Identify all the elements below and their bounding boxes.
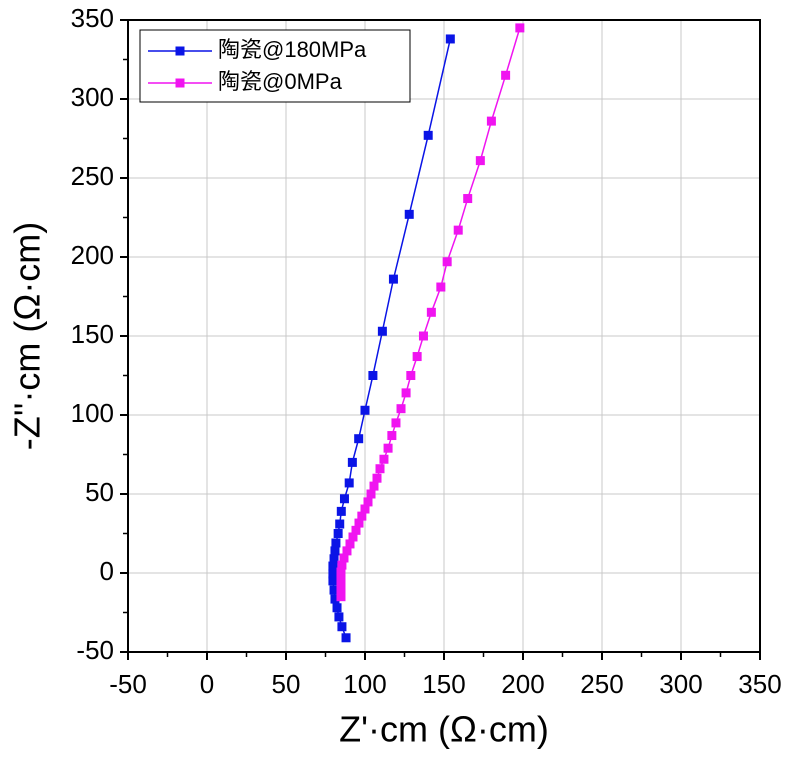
marker [442, 257, 452, 267]
marker [328, 576, 338, 586]
y-tick-label: 0 [100, 556, 114, 586]
marker [475, 156, 485, 166]
marker [336, 592, 346, 602]
marker [330, 594, 340, 604]
x-tick-label: -50 [109, 669, 147, 699]
marker [354, 434, 364, 444]
y-tick-label: 350 [71, 3, 114, 33]
marker [388, 274, 398, 284]
marker [406, 371, 416, 380]
marker [351, 525, 361, 535]
y-tick-label: 100 [71, 398, 114, 428]
legend-label: 陶瓷@180MPa [218, 37, 367, 62]
legend-marker [175, 78, 185, 88]
x-tick-label: 50 [272, 669, 301, 699]
marker [383, 443, 393, 453]
legend-label: 陶瓷@0MPa [218, 69, 343, 94]
marker [372, 473, 382, 483]
marker [342, 546, 352, 556]
marker [339, 494, 349, 504]
marker [348, 532, 358, 542]
marker [347, 457, 357, 467]
marker [331, 538, 341, 548]
marker [426, 307, 436, 317]
x-tick-label: 350 [738, 669, 781, 699]
marker [369, 481, 379, 491]
x-tick-label: 150 [422, 669, 465, 699]
marker [345, 539, 355, 549]
marker [463, 194, 473, 204]
marker [337, 622, 347, 632]
marker [336, 567, 346, 577]
marker [375, 464, 385, 474]
marker [336, 583, 346, 593]
x-tick-label: 250 [580, 669, 623, 699]
legend: 陶瓷@180MPa 陶瓷@0MPa [139, 29, 411, 103]
marker [360, 504, 370, 514]
x-tick-label: 0 [200, 669, 214, 699]
y-tick-label: 200 [71, 240, 114, 270]
marker [341, 633, 351, 643]
marker [445, 34, 455, 44]
legend-marker [175, 46, 185, 56]
marker [368, 371, 378, 380]
marker [328, 561, 338, 571]
marker [329, 554, 339, 564]
marker [453, 225, 463, 235]
y-tick-label: -50 [76, 635, 114, 665]
y-tick-label: 300 [71, 82, 114, 112]
marker [354, 518, 364, 528]
x-tick-label: 100 [343, 669, 386, 699]
marker [418, 331, 428, 341]
y-tick-label: 150 [71, 319, 114, 349]
marker [328, 569, 338, 579]
marker [363, 497, 373, 507]
marker [501, 70, 511, 80]
marker [396, 404, 406, 414]
marker [436, 282, 446, 292]
marker [337, 560, 347, 570]
marker [335, 519, 345, 529]
plot-frame [127, 19, 761, 653]
marker [377, 326, 387, 336]
marker [334, 612, 344, 622]
marker [387, 431, 397, 441]
marker [332, 603, 342, 613]
marker [401, 388, 411, 398]
marker [423, 130, 433, 140]
marker [391, 418, 401, 428]
marker [330, 546, 340, 556]
marker [339, 553, 349, 563]
marker [515, 23, 525, 33]
marker [333, 529, 343, 538]
marker [336, 506, 346, 516]
marker [379, 454, 389, 464]
y-tick-label: 250 [71, 161, 114, 191]
marker [357, 511, 367, 521]
marker [366, 489, 376, 499]
marker [412, 352, 422, 362]
marker [344, 478, 354, 488]
x-tick-label: 200 [501, 669, 544, 699]
y-axis-label: -Z''·cm (Ω·cm) [7, 222, 48, 451]
legend-box [139, 29, 411, 103]
y-tick-label: 50 [85, 477, 114, 507]
marker [329, 585, 339, 595]
marker [404, 209, 414, 219]
marker [336, 575, 346, 585]
marker [486, 116, 496, 126]
marker [360, 405, 370, 415]
x-tick-label: 300 [659, 669, 702, 699]
x-axis-label: Z'·cm (Ω·cm) [339, 709, 549, 750]
